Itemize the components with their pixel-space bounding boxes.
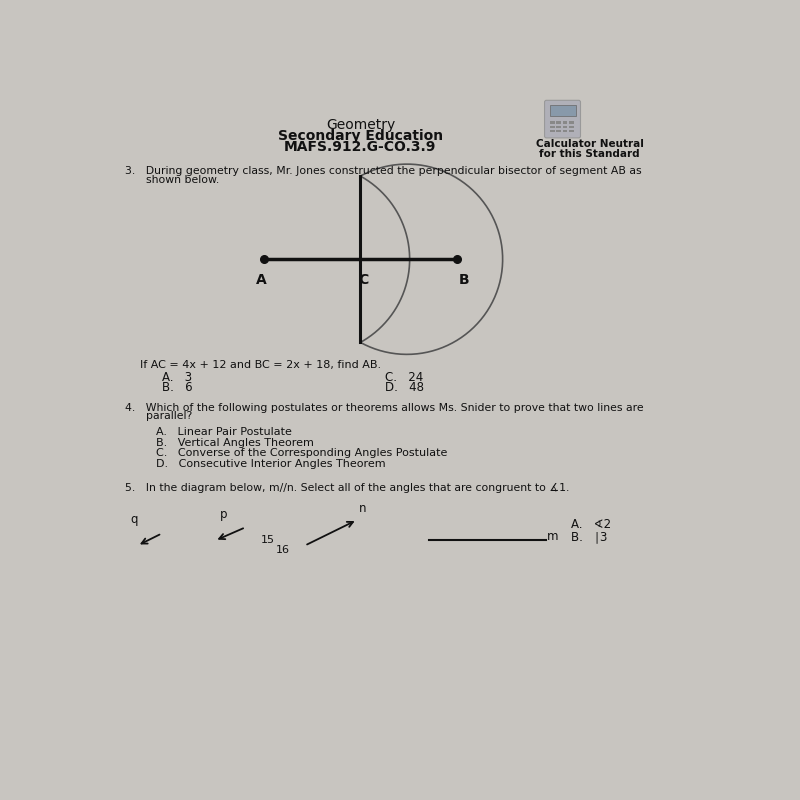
Text: 16: 16: [276, 545, 290, 555]
Text: n: n: [359, 502, 366, 515]
Text: 15: 15: [260, 534, 274, 545]
Text: B.   Vertical Angles Theorem: B. Vertical Angles Theorem: [156, 438, 314, 448]
Text: for this Standard: for this Standard: [539, 149, 640, 159]
Bar: [556, 126, 562, 128]
Text: B.   ∣3: B. ∣3: [571, 530, 607, 543]
Bar: [562, 130, 567, 132]
Text: C.   24: C. 24: [386, 371, 423, 384]
Text: parallel?: parallel?: [125, 411, 192, 422]
Text: Secondary Education: Secondary Education: [278, 129, 443, 142]
Bar: [550, 126, 555, 128]
Text: A.   ∢2: A. ∢2: [571, 518, 611, 531]
Bar: [550, 122, 555, 124]
Bar: [569, 126, 574, 128]
Text: shown below.: shown below.: [125, 175, 219, 185]
Text: A.   Linear Pair Postulate: A. Linear Pair Postulate: [156, 427, 292, 438]
Text: A: A: [256, 273, 266, 286]
Text: Calculator Neutral: Calculator Neutral: [536, 139, 644, 149]
Text: MAFS.912.G-CO.3.9: MAFS.912.G-CO.3.9: [284, 140, 437, 154]
Bar: [550, 130, 555, 132]
Text: 3.   During geometry class, Mr. Jones constructed the perpendicular bisector of : 3. During geometry class, Mr. Jones cons…: [125, 166, 642, 176]
FancyBboxPatch shape: [545, 100, 581, 138]
Text: C: C: [358, 273, 369, 286]
Bar: [569, 122, 574, 124]
Text: q: q: [130, 513, 138, 526]
Text: B: B: [458, 273, 470, 286]
Bar: [550, 106, 575, 116]
Text: 5.   In the diagram below, m//n. Select all of the angles that are congruent to : 5. In the diagram below, m//n. Select al…: [125, 483, 569, 493]
Bar: [556, 130, 562, 132]
Text: p: p: [220, 508, 228, 521]
Bar: [562, 122, 567, 124]
Bar: [556, 122, 562, 124]
Bar: [569, 130, 574, 132]
Text: C.   Converse of the Corresponding Angles Postulate: C. Converse of the Corresponding Angles …: [156, 448, 447, 458]
Text: B.   6: B. 6: [162, 382, 193, 394]
Bar: [562, 126, 567, 128]
Text: Geometry: Geometry: [326, 118, 395, 131]
Text: If AC = 4x + 12 and BC = 2x + 18, find AB.: If AC = 4x + 12 and BC = 2x + 18, find A…: [140, 360, 382, 370]
Text: m: m: [546, 530, 558, 543]
Text: D.   48: D. 48: [386, 382, 424, 394]
Text: A.   3: A. 3: [162, 371, 192, 384]
Text: D.   Consecutive Interior Angles Theorem: D. Consecutive Interior Angles Theorem: [156, 459, 386, 469]
Text: 4.   Which of the following postulates or theorems allows Ms. Snider to prove th: 4. Which of the following postulates or …: [125, 402, 643, 413]
